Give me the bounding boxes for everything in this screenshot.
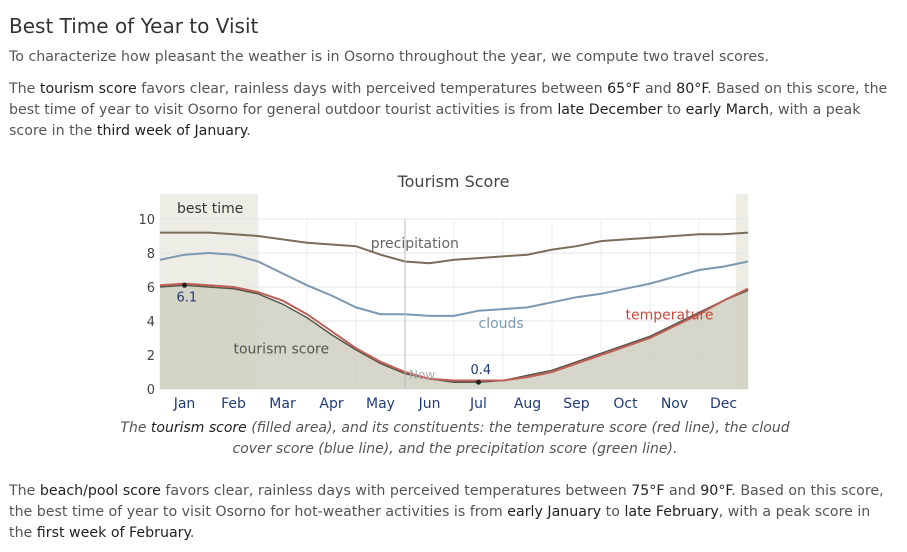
x-tick-label: Feb — [221, 396, 246, 412]
chart-title: Tourism Score — [397, 172, 510, 191]
x-tick-label: Jul — [469, 396, 487, 412]
x-tick-label: Mar — [269, 396, 296, 412]
beach-score-paragraph: The beach/pool score favors clear, rainl… — [9, 483, 884, 541]
x-tick-label: May — [366, 396, 395, 412]
tourism-score-term: tourism score — [39, 81, 137, 97]
x-tick-label: Dec — [710, 396, 737, 412]
y-tick-label: 0 — [147, 383, 155, 398]
tourism-score-paragraph: The tourism score favors clear, rainless… — [9, 81, 888, 139]
peak-marker — [476, 379, 481, 385]
y-tick-label: 2 — [147, 349, 155, 364]
x-tick-label: Apr — [319, 396, 343, 412]
series-line-temperature — [159, 282, 749, 382]
caption-term: tourism score — [150, 420, 247, 436]
now-marker-label: Now — [409, 368, 435, 382]
x-tick-label: Nov — [661, 396, 688, 412]
y-tick-label: 6 — [147, 281, 155, 296]
beach-score-term: beach/pool score — [39, 483, 161, 499]
series-line-clouds — [159, 251, 749, 317]
series-label-precipitation: precipitation — [371, 236, 459, 252]
series-label-tourism-score: tourism score — [234, 341, 330, 357]
series-line-precipitation — [160, 231, 749, 265]
chart-caption: The tourism score (filled area), and its… — [120, 420, 790, 457]
x-tick-label: Aug — [514, 396, 541, 412]
section-title: Best Time of Year to Visit — [9, 14, 259, 38]
annotation-label: 0.4 — [471, 363, 492, 378]
series-line-tourism-score — [159, 284, 749, 383]
series-label-clouds: clouds — [479, 316, 524, 332]
annotation-label: 6.1 — [177, 290, 198, 305]
y-tick-label: 8 — [147, 247, 155, 262]
intro-paragraph: To characterize how pleasant the weather… — [9, 49, 769, 65]
series-label-temperature: temperature — [626, 307, 714, 323]
y-tick-label: 4 — [147, 315, 155, 330]
y-tick-label: 10 — [138, 213, 155, 228]
x-tick-label: Oct — [613, 396, 638, 412]
x-tick-label: Jan — [173, 396, 196, 412]
tourism-score-area — [160, 285, 748, 389]
x-tick-label: Sep — [563, 396, 590, 412]
best-time-label: best time — [177, 201, 243, 217]
peak-marker — [182, 282, 187, 288]
x-tick-label: Jun — [418, 396, 441, 412]
